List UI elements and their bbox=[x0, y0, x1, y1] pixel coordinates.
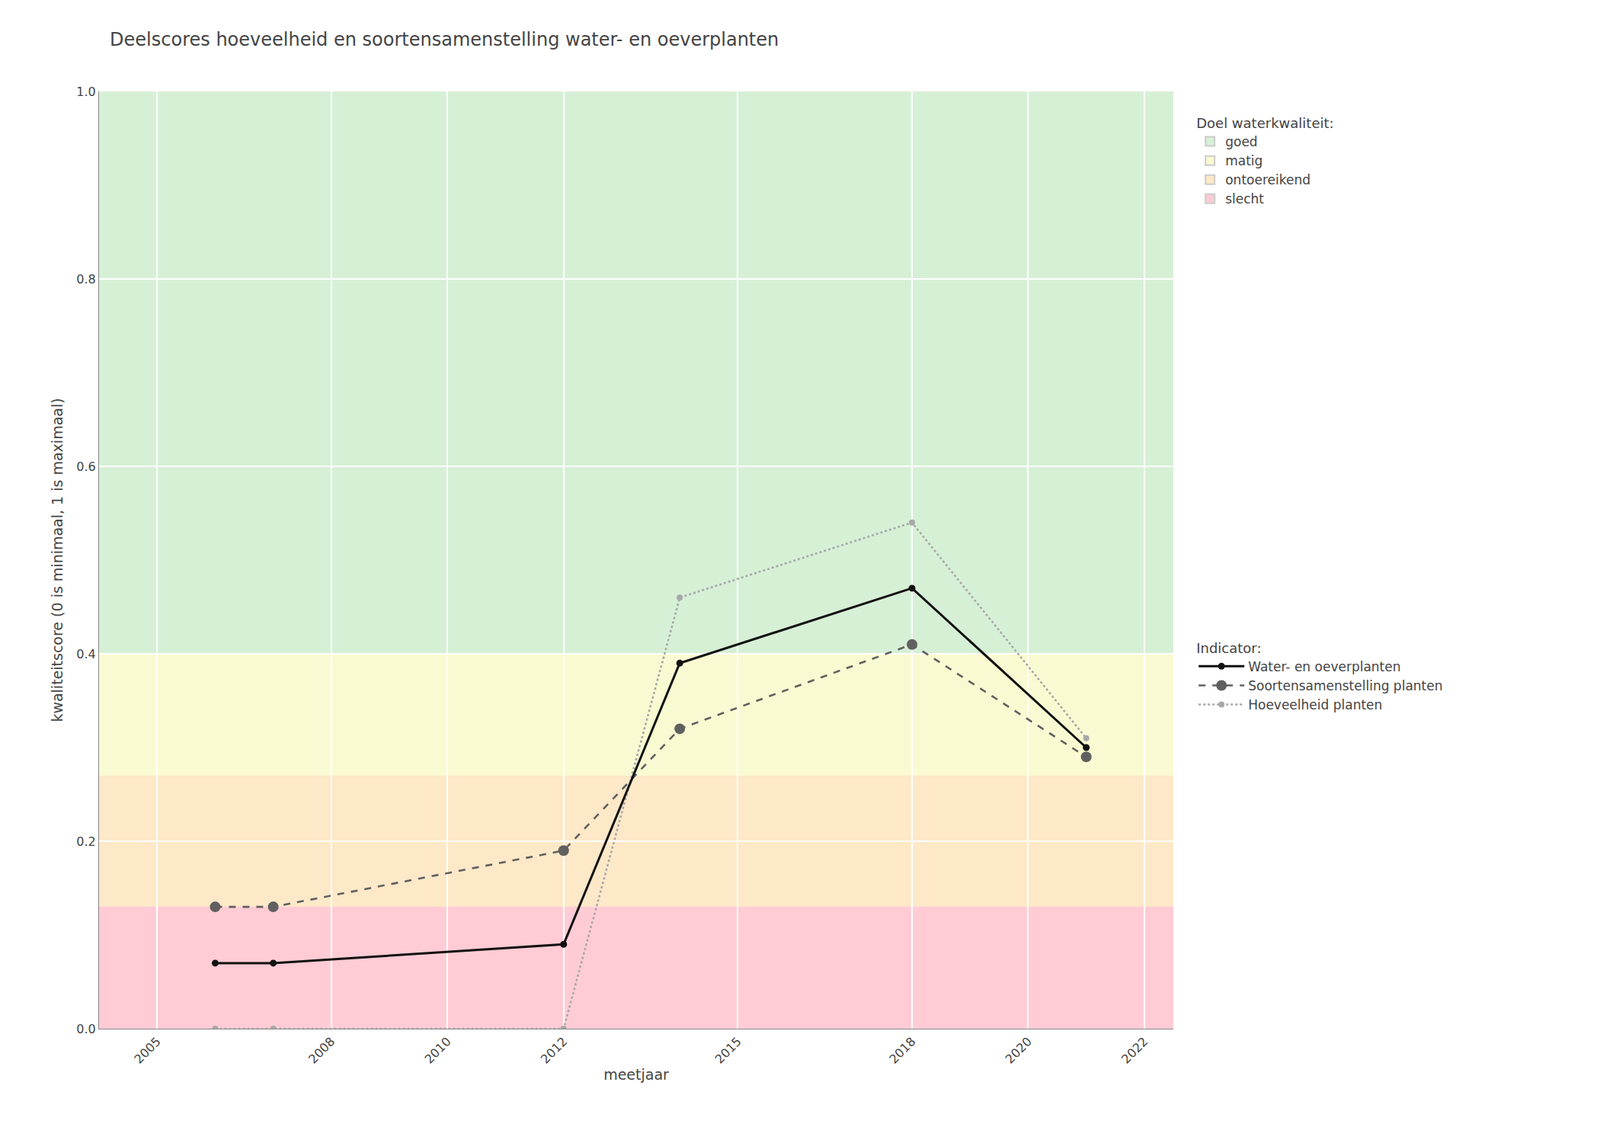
svg-text:0.0: 0.0 bbox=[76, 1021, 96, 1037]
svg-text:0.6: 0.6 bbox=[76, 459, 96, 474]
svg-text:0.8: 0.8 bbox=[76, 272, 96, 287]
svg-text:0.4: 0.4 bbox=[76, 646, 96, 662]
svg-text:2010: 2010 bbox=[422, 1033, 455, 1066]
svg-text:ontoereikend: ontoereikend bbox=[1225, 172, 1311, 188]
svg-text:kwaliteitscore (0 is minimaal,: kwaliteitscore (0 is minimaal, 1 is maxi… bbox=[48, 397, 66, 722]
svg-text:goed: goed bbox=[1225, 134, 1258, 150]
svg-text:2005: 2005 bbox=[131, 1033, 164, 1066]
svg-text:matig: matig bbox=[1225, 153, 1263, 169]
svg-text:2015: 2015 bbox=[712, 1033, 745, 1066]
svg-text:Indicator:: Indicator: bbox=[1196, 640, 1261, 656]
svg-text:2018: 2018 bbox=[886, 1033, 919, 1066]
svg-text:2022: 2022 bbox=[1118, 1033, 1151, 1066]
svg-text:0.2: 0.2 bbox=[76, 834, 96, 849]
svg-text:2008: 2008 bbox=[305, 1033, 338, 1066]
svg-text:2020: 2020 bbox=[1002, 1033, 1035, 1066]
svg-text:Deelscores hoeveelheid en soor: Deelscores hoeveelheid en soortensamenst… bbox=[109, 28, 779, 51]
svg-text:Water- en oeverplanten: Water- en oeverplanten bbox=[1248, 659, 1401, 675]
svg-text:Soortensamenstelling planten: Soortensamenstelling planten bbox=[1248, 678, 1443, 694]
svg-text:Hoeveelheid planten: Hoeveelheid planten bbox=[1248, 697, 1383, 713]
svg-text:1.0: 1.0 bbox=[76, 84, 96, 100]
svg-text:Doel waterkwaliteit:: Doel waterkwaliteit: bbox=[1196, 115, 1334, 132]
svg-text:meetjaar: meetjaar bbox=[603, 1065, 669, 1083]
svg-text:2012: 2012 bbox=[537, 1033, 570, 1066]
svg-text:slecht: slecht bbox=[1225, 191, 1264, 207]
